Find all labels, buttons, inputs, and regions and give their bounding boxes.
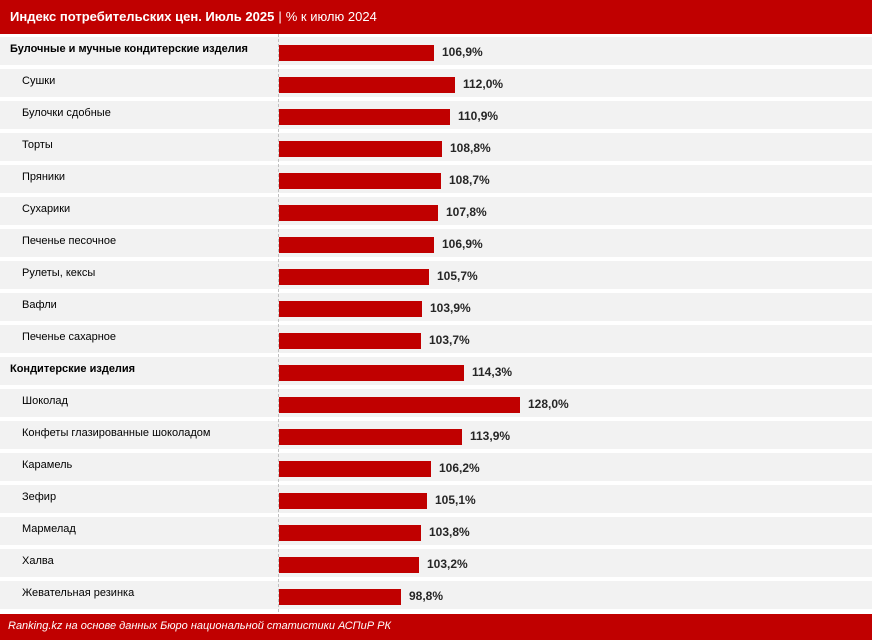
bar <box>279 397 520 413</box>
bar <box>279 141 442 157</box>
value-label: 106,9% <box>442 45 483 59</box>
bar <box>279 557 419 573</box>
value-label: 112,0% <box>463 77 504 91</box>
category-row: Булочки сдобные 110,9% <box>0 98 872 130</box>
value-label: 108,8% <box>450 141 491 155</box>
category-row: Сушки 112,0% <box>0 66 872 98</box>
category-row: Мармелад 103,8% <box>0 514 872 546</box>
row-background <box>0 325 872 353</box>
bar <box>279 45 434 61</box>
row-background <box>0 549 872 577</box>
row-background <box>0 229 872 257</box>
bar <box>279 205 438 221</box>
row-background <box>0 261 872 289</box>
category-label: Сушки <box>22 75 56 87</box>
category-row: Пряники 108,7% <box>0 162 872 194</box>
chart-footer: Ranking.kz на основе данных Бюро национа… <box>0 614 872 640</box>
value-label: 128,0% <box>528 397 569 411</box>
category-label: Карамель <box>22 459 73 471</box>
category-group-row: Булочные и мучные кондитерские изделия 10… <box>0 34 872 66</box>
category-label: Халва <box>22 555 54 567</box>
value-label: 108,7% <box>449 173 490 187</box>
row-background <box>0 293 872 321</box>
chart-title: Индекс потребительских цен. Июль 2025 |% … <box>10 9 377 24</box>
value-label: 105,7% <box>437 269 478 283</box>
row-background <box>0 517 872 545</box>
category-row: Жевательная резинка 98,8% <box>0 578 872 610</box>
bar <box>279 237 434 253</box>
bar <box>279 301 422 317</box>
category-label: Печенье песочное <box>22 235 117 247</box>
value-label: 105,1% <box>435 493 476 507</box>
value-label: 114,3% <box>472 365 513 379</box>
category-row: Печенье сахарное 103,7% <box>0 322 872 354</box>
category-row: Халва 103,2% <box>0 546 872 578</box>
category-group-row: Кондитерские изделия 114,3% <box>0 354 872 386</box>
category-label: Рулеты, кексы <box>22 267 96 279</box>
source-note: Ranking.kz на основе данных Бюро национа… <box>8 620 391 632</box>
value-label: 103,8% <box>429 525 470 539</box>
bar <box>279 429 462 445</box>
category-label: Шоколад <box>22 395 68 407</box>
bar <box>279 461 431 477</box>
category-label: Мармелад <box>22 523 76 535</box>
bar <box>279 493 427 509</box>
category-label: Печенье сахарное <box>22 331 117 343</box>
row-background <box>0 453 872 481</box>
value-label: 106,9% <box>442 237 483 251</box>
category-row: Зефир 105,1% <box>0 482 872 514</box>
chart-subtitle: % к июлю 2024 <box>285 9 377 24</box>
category-row: Сухарики 107,8% <box>0 194 872 226</box>
category-label: Зефир <box>22 491 57 503</box>
value-label: 110,9% <box>458 109 499 123</box>
chart-header: Индекс потребительских цен. Июль 2025 |% … <box>0 0 872 34</box>
category-label: Жевательная резинка <box>22 587 135 599</box>
category-label: Вафли <box>22 299 57 311</box>
value-label: 103,2% <box>427 557 468 571</box>
category-row: Рулеты, кексы 105,7% <box>0 258 872 290</box>
row-background <box>0 485 872 513</box>
chart-title-main: Индекс потребительских цен. Июль 2025 <box>10 9 275 24</box>
value-label: 107,8% <box>446 205 487 219</box>
category-row: Шоколад 128,0% <box>0 386 872 418</box>
bar <box>279 589 401 605</box>
category-row: Конфеты глазированные шоколадом 113,9% <box>0 418 872 450</box>
row-background <box>0 581 872 609</box>
category-row: Карамель 106,2% <box>0 450 872 482</box>
category-label: Торты <box>22 139 53 151</box>
value-label: 113,9% <box>470 429 511 443</box>
bar <box>279 365 464 381</box>
category-row: Печенье песочное 106,9% <box>0 226 872 258</box>
category-label: Сухарики <box>22 203 71 215</box>
bar <box>279 173 441 189</box>
row-background <box>0 37 872 65</box>
value-label: 106,2% <box>439 461 480 475</box>
category-row: Торты 108,8% <box>0 130 872 162</box>
value-label: 103,7% <box>429 333 470 347</box>
bar <box>279 269 429 285</box>
category-label: Пряники <box>22 171 66 183</box>
bar <box>279 333 421 349</box>
bar <box>279 525 421 541</box>
group-label: Кондитерские изделия <box>10 363 136 375</box>
value-label: 103,9% <box>430 301 471 315</box>
category-label: Конфеты глазированные шоколадом <box>22 427 211 439</box>
axis-divider <box>278 34 279 612</box>
category-label: Булочки сдобные <box>22 107 111 119</box>
bar <box>279 109 450 125</box>
group-label: Булочные и мучные кондитерские изделия <box>10 43 248 55</box>
value-label: 98,8% <box>409 589 444 603</box>
bar <box>279 77 455 93</box>
title-separator: | <box>278 9 282 24</box>
category-row: Вафли 103,9% <box>0 290 872 322</box>
